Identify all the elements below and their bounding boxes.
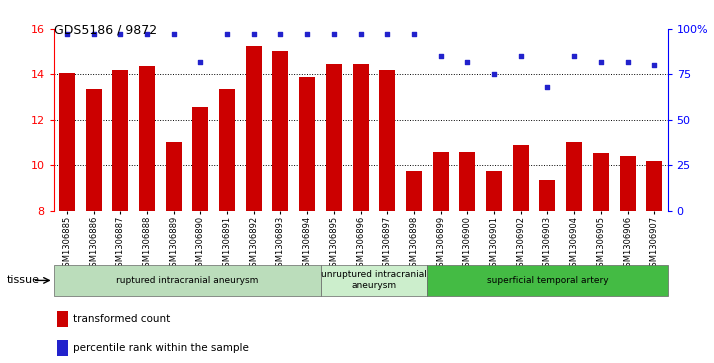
Bar xyxy=(433,152,448,211)
Bar xyxy=(459,152,476,211)
Bar xyxy=(166,143,181,211)
Bar xyxy=(326,64,342,211)
Bar xyxy=(540,180,555,211)
Bar xyxy=(486,171,502,211)
Bar xyxy=(379,70,396,211)
Bar xyxy=(219,89,235,211)
Point xyxy=(595,59,607,65)
Point xyxy=(381,32,393,37)
Point xyxy=(88,32,99,37)
Point xyxy=(435,53,446,59)
Text: percentile rank within the sample: percentile rank within the sample xyxy=(74,343,249,353)
Point xyxy=(328,32,340,37)
Point xyxy=(648,62,660,68)
Point xyxy=(301,32,313,37)
Point xyxy=(248,32,259,37)
Bar xyxy=(593,153,609,211)
Bar xyxy=(427,265,668,296)
Bar xyxy=(246,46,262,211)
Text: tissue: tissue xyxy=(7,275,40,285)
Point xyxy=(195,59,206,65)
Point xyxy=(488,72,500,77)
Point xyxy=(462,59,473,65)
Bar xyxy=(86,89,101,211)
Bar xyxy=(112,70,129,211)
Bar xyxy=(406,171,422,211)
Bar xyxy=(353,64,368,211)
Bar xyxy=(56,340,68,356)
Point xyxy=(141,32,153,37)
Bar xyxy=(566,143,582,211)
Point xyxy=(275,32,286,37)
Point xyxy=(515,53,526,59)
Point xyxy=(568,53,580,59)
Point xyxy=(61,32,73,37)
Bar xyxy=(620,156,635,211)
Bar xyxy=(273,50,288,211)
Text: ruptured intracranial aneurysm: ruptured intracranial aneurysm xyxy=(116,276,258,285)
Point xyxy=(168,32,179,37)
Bar xyxy=(54,265,321,296)
Bar xyxy=(56,311,68,327)
Point xyxy=(221,32,233,37)
Point xyxy=(355,32,366,37)
Bar xyxy=(192,107,208,211)
Bar xyxy=(299,77,315,211)
Point xyxy=(408,32,420,37)
Point xyxy=(542,84,553,90)
Bar xyxy=(646,160,663,211)
Bar xyxy=(139,66,155,211)
Bar xyxy=(321,265,427,296)
Bar xyxy=(513,145,529,211)
Text: GDS5186 / 9872: GDS5186 / 9872 xyxy=(54,24,156,37)
Point xyxy=(114,32,126,37)
Text: unruptured intracranial
aneurysm: unruptured intracranial aneurysm xyxy=(321,270,427,290)
Point xyxy=(622,59,633,65)
Text: transformed count: transformed count xyxy=(74,314,171,324)
Bar xyxy=(59,73,75,211)
Text: superficial temporal artery: superficial temporal artery xyxy=(487,276,608,285)
